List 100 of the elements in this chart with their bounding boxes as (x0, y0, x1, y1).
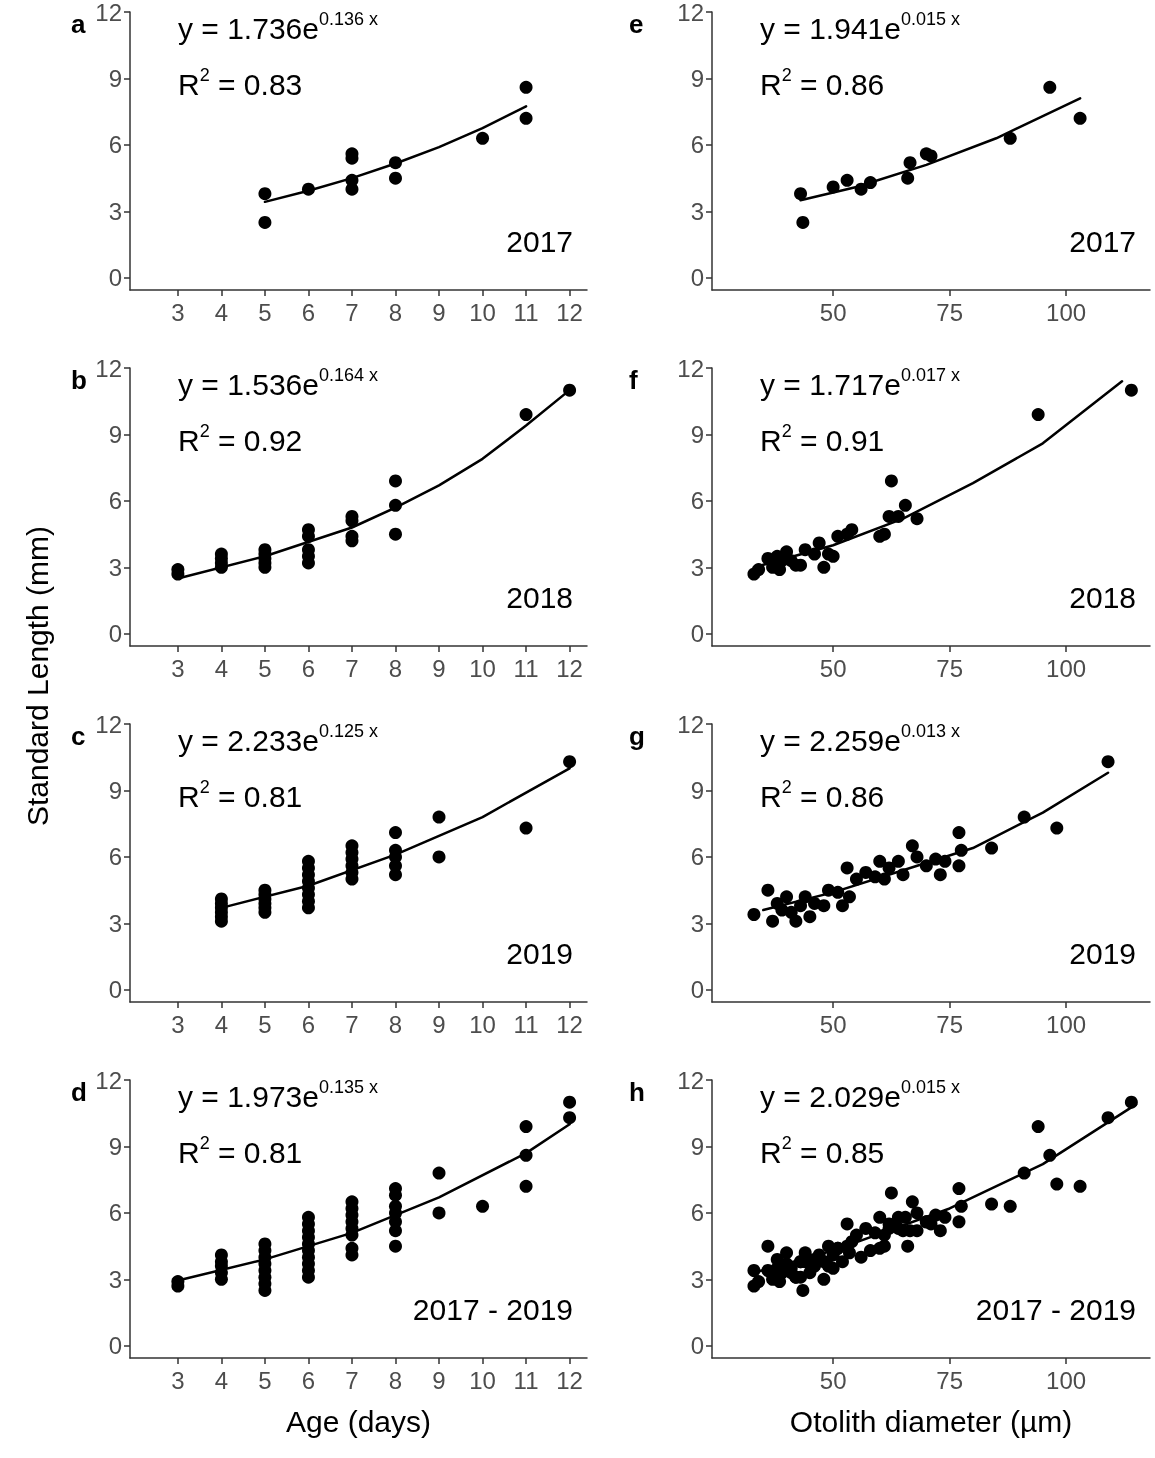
annotation: 2019 (506, 936, 574, 970)
x-tick-label: 12 (556, 1010, 583, 1038)
x-tick-label: 4 (214, 654, 229, 682)
y-tick-label: 9 (690, 420, 704, 448)
y-tick-label: 6 (108, 1199, 122, 1227)
x-tick-label: 75 (936, 654, 963, 682)
chart-title: h (629, 1077, 645, 1107)
x-tick-label: 9 (432, 1366, 446, 1394)
y-tick-label: 0 (690, 976, 704, 1004)
x-tick-label: 7 (345, 1366, 359, 1394)
x-tick-label: 9 (432, 1010, 446, 1038)
y-tick-label: 3 (108, 1265, 122, 1293)
x-tick-label: 5 (258, 298, 272, 326)
x-tick-label: 50 (819, 654, 847, 682)
x-tick-label: 8 (388, 654, 403, 682)
y-tick-label: 6 (690, 131, 704, 159)
x-tick-label: 9 (432, 298, 446, 326)
x-tick-label: 3 (171, 654, 185, 682)
x-tick-label: 11 (513, 298, 539, 326)
x-tick-label: 75 (936, 1010, 963, 1038)
y-tick-label: 0 (690, 1332, 704, 1360)
x-tick-label: 12 (556, 654, 583, 682)
x-tick-label: 7 (345, 298, 359, 326)
x-tick-label: 100 (1046, 654, 1087, 682)
annotation: 2018 (1069, 580, 1137, 614)
y-tick-label: 6 (108, 131, 122, 159)
y-tick-label: 9 (690, 64, 704, 92)
chart-title: a (71, 9, 86, 39)
y-tick-label: 9 (108, 420, 122, 448)
x-tick-label: 11 (513, 654, 539, 682)
x-tick-label: 50 (819, 1010, 847, 1038)
x-tick-label: 5 (258, 1366, 272, 1394)
x-tick-label: 10 (469, 1366, 496, 1394)
x-tick-label: 12 (556, 298, 583, 326)
y-tick-label: 0 (690, 620, 704, 648)
x-tick-label: 5 (258, 654, 272, 682)
y-tick-label: 6 (108, 487, 122, 515)
y-tick-label: 3 (108, 553, 122, 581)
x-tick-label: 8 (388, 298, 403, 326)
annotation: 2017 - 2019 (412, 1292, 573, 1326)
y-tick-label: 12 (95, 0, 122, 26)
y-tick-label: 9 (108, 776, 122, 804)
x-tick-label: 7 (345, 654, 359, 682)
x-axis-title: Age (days) (285, 1404, 432, 1438)
y-tick-label: 12 (677, 354, 704, 382)
annotation: 2019 (1069, 936, 1137, 970)
x-tick-label: 6 (301, 654, 316, 682)
chart-title: e (629, 9, 644, 39)
y-tick-label: 9 (108, 64, 122, 92)
x-tick-label: 10 (469, 654, 496, 682)
y-tick-label: 3 (690, 909, 704, 937)
y-tick-label: 9 (108, 1132, 122, 1160)
x-tick-label: 11 (513, 1010, 539, 1038)
y-tick-label: 12 (677, 710, 704, 738)
chart-title: b (71, 365, 87, 395)
y-tick-label: 12 (95, 354, 122, 382)
x-tick-label: 4 (214, 298, 229, 326)
x-tick-label: 100 (1046, 1366, 1087, 1394)
y-tick-label: 12 (95, 1066, 122, 1094)
x-tick-label: 6 (301, 1010, 316, 1038)
chart-title: d (71, 1077, 87, 1107)
annotation: 2018 (506, 580, 574, 614)
x-tick-label: 8 (388, 1010, 403, 1038)
y-tick-label: 6 (690, 487, 704, 515)
x-tick-label: 5 (258, 1010, 272, 1038)
y-axis-title: Standard Length (mm) (20, 524, 55, 829)
y-tick-label: 12 (95, 710, 122, 738)
chart-title: g (629, 721, 645, 751)
x-tick-label: 100 (1046, 1010, 1087, 1038)
x-tick-label: 8 (388, 1366, 403, 1394)
y-tick-label: 0 (108, 1332, 122, 1360)
x-tick-label: 4 (214, 1366, 229, 1394)
y-tick-label: 9 (690, 776, 704, 804)
y-tick-label: 12 (677, 0, 704, 26)
x-tick-label: 6 (301, 1366, 316, 1394)
x-tick-label: 7 (345, 1010, 359, 1038)
chart-title: f (629, 365, 638, 395)
x-tick-label: 9 (432, 654, 446, 682)
x-tick-label: 50 (819, 298, 847, 326)
annotation: 2017 (1069, 224, 1137, 258)
y-tick-label: 3 (108, 197, 122, 225)
x-tick-label: 12 (556, 1366, 583, 1394)
annotation: 2017 - 2019 (975, 1292, 1136, 1326)
y-tick-label: 6 (690, 1199, 704, 1227)
y-tick-label: 3 (690, 553, 704, 581)
y-tick-label: 9 (690, 1132, 704, 1160)
y-tick-label: 6 (690, 843, 704, 871)
x-tick-label: 11 (513, 1366, 539, 1394)
x-tick-label: 100 (1046, 298, 1087, 326)
y-tick-label: 12 (677, 1066, 704, 1094)
x-tick-label: 3 (171, 1366, 185, 1394)
x-tick-label: 10 (469, 1010, 496, 1038)
y-tick-label: 3 (690, 197, 704, 225)
y-tick-label: 6 (108, 843, 122, 871)
x-tick-label: 6 (301, 298, 316, 326)
x-tick-label: 4 (214, 1010, 229, 1038)
annotation: 2017 (506, 224, 574, 258)
y-tick-label: 0 (108, 976, 122, 1004)
x-axis-title: Otolith diameter (µm) (789, 1404, 1073, 1438)
x-tick-label: 50 (819, 1366, 847, 1394)
